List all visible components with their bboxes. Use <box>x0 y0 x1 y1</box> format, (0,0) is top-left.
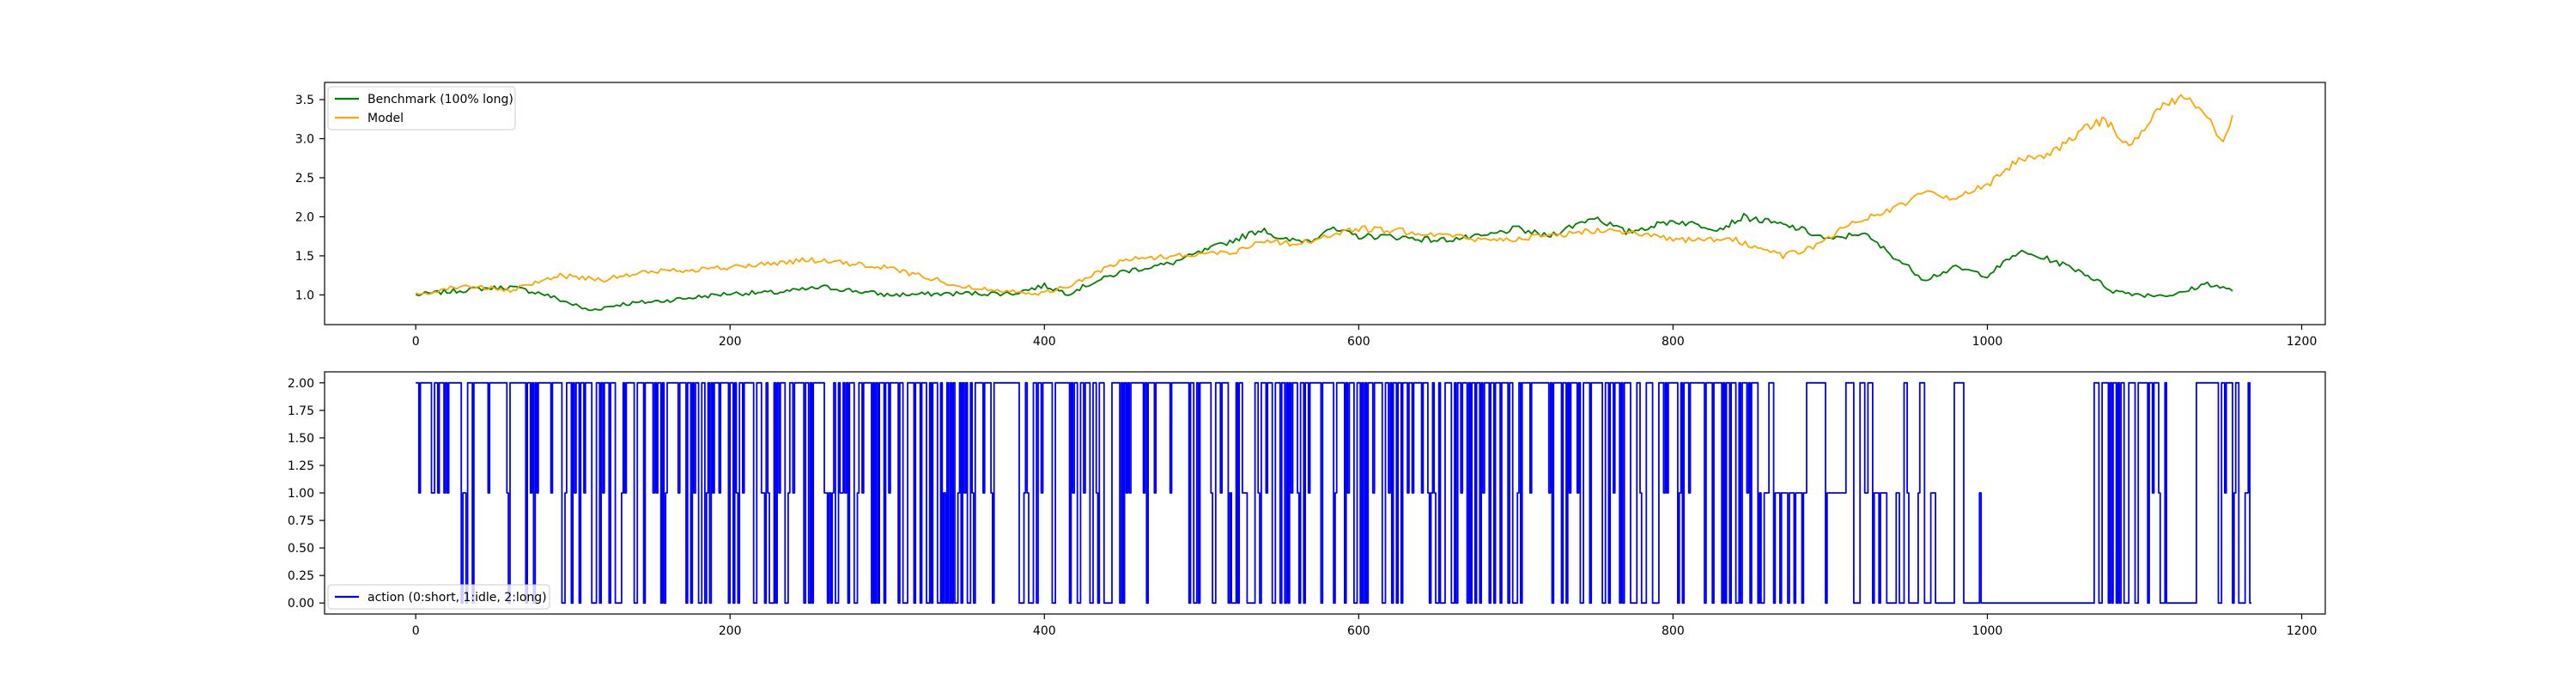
y-tick-label: 2.00 <box>288 377 314 391</box>
action-chart-panel: 0 200 400 600 800 1000 1200 0.00 0.25 0.50 0.75 1.… <box>288 371 2326 638</box>
action-y-axis-ticks: 0.00 0.25 0.50 0.75 1.00 1.25 1.50 1.75 2.00 <box>288 377 325 611</box>
action-series-line <box>416 381 2251 605</box>
action-legend-box <box>327 584 550 610</box>
y-tick-label: 2.0 <box>295 210 314 224</box>
x-tick-label: 1000 <box>1972 624 2003 638</box>
price-legend: Benchmark (100% long) Model <box>327 86 516 131</box>
price-series-lines <box>415 94 2233 312</box>
model-legend-label: Model <box>368 112 404 125</box>
action-legend-label: action (0:short, 1:idle, 2:long) <box>368 591 547 605</box>
y-tick-label: 0.25 <box>288 569 314 583</box>
y-tick-label: 0.50 <box>288 542 314 556</box>
y-tick-label: 0.75 <box>288 514 314 528</box>
y-tick-label: 1.75 <box>288 404 314 418</box>
x-tick-label: 200 <box>719 624 742 638</box>
price-legend-box <box>327 86 516 131</box>
x-tick-label: 1200 <box>2287 335 2318 349</box>
y-tick-label: 1.00 <box>288 487 314 501</box>
price-chart-frame <box>324 82 2326 325</box>
y-tick-label: 0.00 <box>288 597 314 611</box>
y-tick-label: 1.50 <box>288 432 314 446</box>
y-tick-label: 1.5 <box>295 250 314 264</box>
series-line-1-0 <box>416 381 2251 605</box>
x-tick-label: 600 <box>1347 335 1370 349</box>
y-tick-label: 1.25 <box>288 459 314 473</box>
benchmark-legend-label: Benchmark (100% long) <box>368 93 513 106</box>
x-tick-label: 0 <box>412 624 420 638</box>
series-line-0-0 <box>415 212 2233 312</box>
x-tick-label: 800 <box>1662 335 1685 349</box>
price-x-axis-ticks: 0 200 400 600 800 1000 1200 <box>412 325 2318 349</box>
y-tick-label: 3.5 <box>295 94 314 107</box>
x-tick-label: 400 <box>1033 335 1056 349</box>
series-line-0-1 <box>415 94 2233 296</box>
x-tick-label: 800 <box>1662 624 1685 638</box>
x-tick-label: 200 <box>719 335 742 349</box>
action-x-axis-ticks: 0 200 400 600 800 1000 1200 <box>412 614 2318 638</box>
price-y-axis-ticks: 1.0 1.5 2.0 2.5 3.0 3.5 <box>295 94 325 302</box>
x-tick-label: 0 <box>412 335 420 349</box>
y-tick-label: 3.0 <box>295 132 314 146</box>
x-tick-label: 1200 <box>2287 624 2318 638</box>
action-legend: action (0:short, 1:idle, 2:long) <box>327 584 550 610</box>
y-tick-label: 2.5 <box>295 172 314 185</box>
x-tick-label: 600 <box>1347 624 1370 638</box>
x-tick-label: 400 <box>1033 624 1056 638</box>
x-tick-label: 1000 <box>1972 335 2003 349</box>
price-chart-panel: 0 200 400 600 800 1000 1200 1.0 1.5 2.0 2.5 3.0 3.5… <box>295 82 2326 349</box>
y-tick-label: 1.0 <box>295 289 314 302</box>
